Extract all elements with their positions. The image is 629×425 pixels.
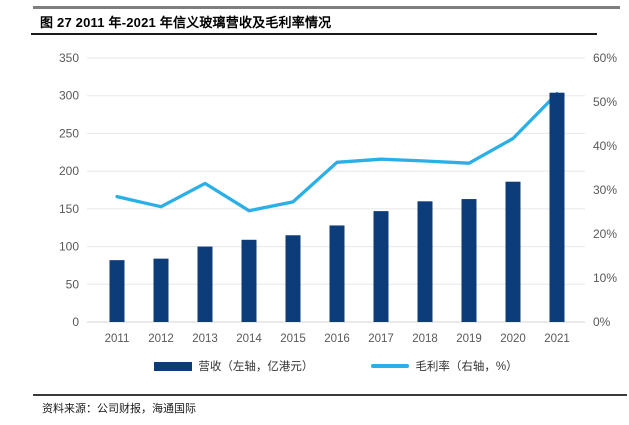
left-axis-tick-150: 150 [59,202,79,216]
left-axis-tick-0: 0 [72,315,79,329]
left-axis-tick-350: 350 [59,51,79,65]
revenue-bar-2012 [153,258,169,322]
x-axis-label-2020: 2020 [500,333,526,345]
left-axis-tick-250: 250 [59,126,79,140]
revenue-bar-2014 [241,239,257,322]
right-axis-tick-0%: 0% [593,315,611,329]
revenue-bar-2017 [373,211,389,322]
x-axis-label-2016: 2016 [324,333,350,345]
x-axis-label-2014: 2014 [236,333,262,345]
legend-item-margin: 毛利率（右轴，%） [371,358,518,374]
left-axis-tick-200: 200 [59,164,79,178]
x-axis-label-2019: 2019 [456,333,482,345]
x-axis-label-2017: 2017 [368,333,394,345]
right-axis-tick-40%: 40% [593,139,617,153]
figure-title: 图 27 2011 年-2021 年信义玻璃营收及毛利率情况 [40,15,332,30]
revenue-bar-2020 [505,181,521,322]
revenue-bar-2015 [285,235,301,322]
margin-legend-label: 毛利率（右轴，%） [415,361,518,373]
revenue-bar-2018 [417,201,433,322]
revenue-bar-2011 [109,260,125,322]
x-axis-label-2012: 2012 [148,333,174,345]
revenue-bar-2019 [461,199,477,322]
legend-item-revenue: 营收（左轴，亿港元） [154,358,313,374]
x-axis-label-2013: 2013 [192,333,218,345]
margin-line [115,91,559,213]
margin-line-swatch [371,364,410,368]
right-axis-tick-10%: 10% [593,271,617,285]
revenue-bar-swatch [154,361,193,371]
revenue-bar-2021 [549,92,565,322]
right-axis-tick-20%: 20% [593,227,617,241]
revenue-bar-2013 [197,246,213,322]
x-axis-label-2021: 2021 [544,333,570,345]
left-axis-tick-100: 100 [59,240,79,254]
x-axis-label-2015: 2015 [280,333,306,345]
right-axis-tick-30%: 30% [593,183,617,197]
right-axis-tick-60%: 60% [593,51,617,65]
left-axis-tick-300: 300 [59,89,79,103]
source-divider [33,394,627,396]
left-axis-tick-50: 50 [66,277,80,291]
x-axis-label-2011: 2011 [105,333,130,345]
x-axis-label-2018: 2018 [412,333,438,345]
source-attribution: 资料来源：公司财报，海通国际 [42,403,196,415]
revenue-legend-label: 营收（左轴，亿港元） [198,361,314,373]
title-divider [31,33,597,35]
revenue-bar-2016 [329,225,345,322]
chart-legend: 营收（左轴，亿港元） 毛利率（右轴，%） [87,358,585,374]
right-axis-tick-50%: 50% [593,95,617,109]
top-divider [33,6,620,9]
